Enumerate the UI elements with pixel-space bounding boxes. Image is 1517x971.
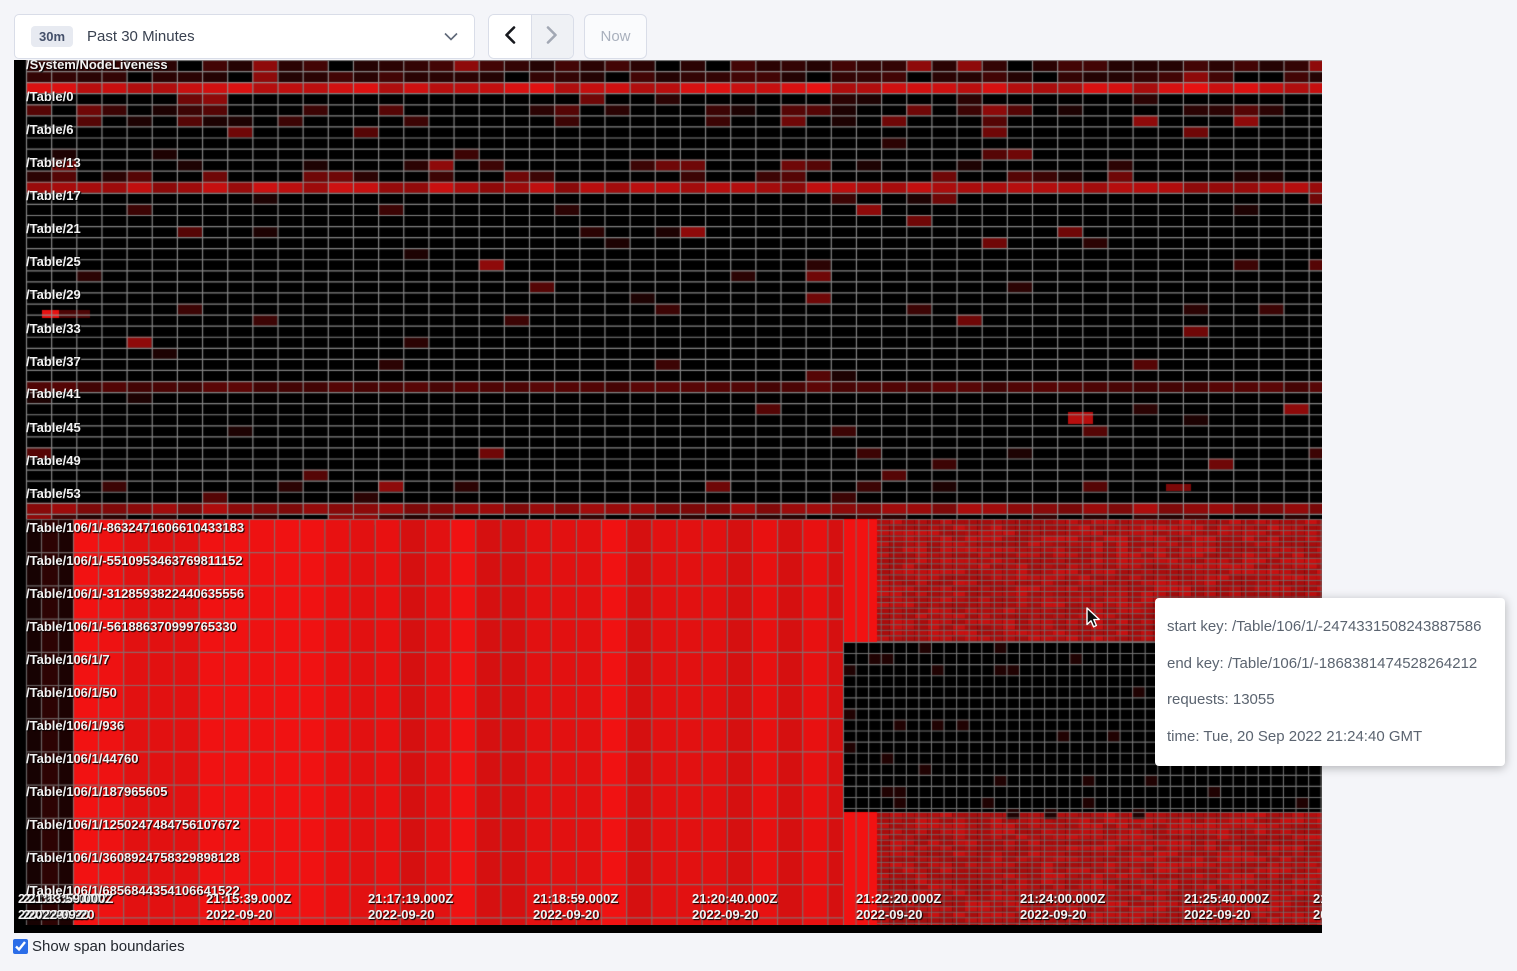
- tooltip-end-key: end key: /Table/106/1/-18683814745282642…: [1167, 654, 1478, 672]
- x-axis-time: 21:13:19.000Z: [23, 891, 109, 906]
- chevron-left-icon: [504, 26, 516, 47]
- x-axis-date: 2022-09-20: [28, 907, 95, 922]
- row-label: /Table/106/1/-8632471606610433183: [26, 520, 245, 535]
- row-label: /Table/0: [26, 89, 74, 104]
- x-axis-label: 21:22:20.000Z 2022-09-20: [856, 891, 941, 923]
- x-axis-date: 2022-09-20: [692, 907, 759, 922]
- x-axis-label: 21:24:00.000Z 2022-09-20: [1020, 891, 1105, 923]
- row-label: /Table/106/1/50: [26, 685, 117, 700]
- row-label: /System/NodeLiveness: [26, 60, 168, 72]
- x-axis-date: 2022-09-20: [1020, 907, 1087, 922]
- row-label: /Table/13: [26, 155, 81, 170]
- x-axis-date: 2022-09-20: [1184, 907, 1251, 922]
- x-axis-label: 21:17:19.000Z 2022-09-20: [368, 891, 453, 923]
- span-tooltip: start key: /Table/106/1/-247433150824388…: [1155, 598, 1505, 766]
- footer-controls: Show span boundaries: [13, 938, 185, 955]
- row-label: /Table/17: [26, 188, 81, 203]
- chevron-right-icon: [546, 26, 558, 47]
- x-axis-date: 2022-09-20: [1313, 907, 1322, 922]
- row-label: /Table/106/1/936: [26, 718, 125, 733]
- tooltip-start-key: start key: /Table/106/1/-247433150824388…: [1167, 618, 1482, 635]
- x-axis-time: 21:15:39.000Z: [206, 891, 292, 906]
- x-axis-label: 21:12:19.000Z 2022-09-20: [18, 891, 103, 923]
- x-axis-label: 21:13:59.000Z 2022-09-20: [28, 891, 113, 923]
- x-axis-time: 21:24:00.000Z: [1020, 891, 1106, 906]
- row-label: /Table/29: [26, 287, 81, 302]
- time-range-select[interactable]: 30m Past 30 Minutes: [14, 14, 475, 59]
- x-axis-time: 21:12:19.000Z: [18, 891, 104, 906]
- row-label: /Table/106/1/3608924758329898128: [26, 850, 240, 865]
- time-nav-group: [488, 14, 574, 59]
- row-label: /Table/106/1/-3128593822440635556: [26, 586, 245, 601]
- key-visualizer: /System/NodeLiveness/Table/0/Table/6/Tab…: [14, 60, 1322, 933]
- row-label: /Table/53: [26, 486, 81, 501]
- x-axis-time: 21:27:20.000Z: [1313, 891, 1322, 906]
- x-axis-label: 21:15:39.000Z 2022-09-20: [206, 891, 291, 923]
- row-label: /Table/6: [26, 122, 74, 137]
- row-label: /Table/41: [26, 386, 81, 401]
- x-axis-label: 21:18:59.000Z 2022-09-20: [533, 891, 618, 923]
- x-axis-label: 21:20:40.000Z 2022-09-20: [692, 891, 777, 923]
- tooltip-requests: requests: 13055: [1167, 691, 1275, 708]
- show-span-boundaries-checkbox[interactable]: [13, 939, 28, 954]
- x-axis-label: 21:25:40.000Z 2022-09-20: [1184, 891, 1269, 923]
- key-visualizer-heatmap[interactable]: [14, 60, 1322, 925]
- x-axis-time: 21:22:20.000Z: [856, 891, 942, 906]
- row-label: /Table/45: [26, 420, 81, 435]
- x-axis-date: 2022-09-20: [856, 907, 923, 922]
- row-label: /Table/106/1/44760: [26, 751, 139, 766]
- row-label: /Table/33: [26, 321, 81, 336]
- next-time-button[interactable]: [530, 15, 573, 58]
- x-axis-date: 2022-09-20: [23, 907, 90, 922]
- x-axis-date: 2022-09-20: [533, 907, 600, 922]
- row-label: /Table/106/1/187965605: [26, 784, 168, 799]
- row-label: /Table/25: [26, 254, 81, 269]
- row-label: /Table/106/1/-5510953463769811152: [26, 553, 243, 568]
- x-axis-time: 21:17:19.000Z: [368, 891, 454, 906]
- x-axis-time: 21:13:59.000Z: [28, 891, 114, 906]
- time-range-label: Past 30 Minutes: [87, 28, 195, 45]
- tooltip-time: time: Tue, 20 Sep 2022 21:24:40 GMT: [1167, 727, 1423, 745]
- row-label: /Table/106/1/-561886370999765330: [26, 619, 237, 634]
- x-axis-date: 2022-09-20: [206, 907, 273, 922]
- now-button[interactable]: Now: [584, 14, 647, 59]
- x-axis-time: 21:20:40.000Z: [692, 891, 778, 906]
- chevron-down-icon: [444, 32, 458, 41]
- time-range-badge: 30m: [31, 26, 74, 47]
- x-axis-time: 21:25:40.000Z: [1184, 891, 1270, 906]
- show-span-boundaries-label: Show span boundaries: [32, 938, 185, 955]
- row-label: /Table/106/1/1250247484756107672: [26, 817, 240, 832]
- prev-time-button[interactable]: [489, 15, 531, 58]
- row-label: /Table/106/1/6856844354106641522: [26, 883, 240, 898]
- row-label: /Table/106/1/7: [26, 652, 110, 667]
- row-label: /Table/21: [26, 221, 81, 236]
- row-label: /Table/49: [26, 453, 81, 468]
- row-label: /Table/37: [26, 354, 81, 369]
- x-axis-label: 21:13:19.000Z 2022-09-20: [23, 891, 108, 923]
- x-axis-time: 21:18:59.000Z: [533, 891, 619, 906]
- x-axis-date: 2022-09-20: [18, 907, 85, 922]
- x-axis-date: 2022-09-20: [368, 907, 435, 922]
